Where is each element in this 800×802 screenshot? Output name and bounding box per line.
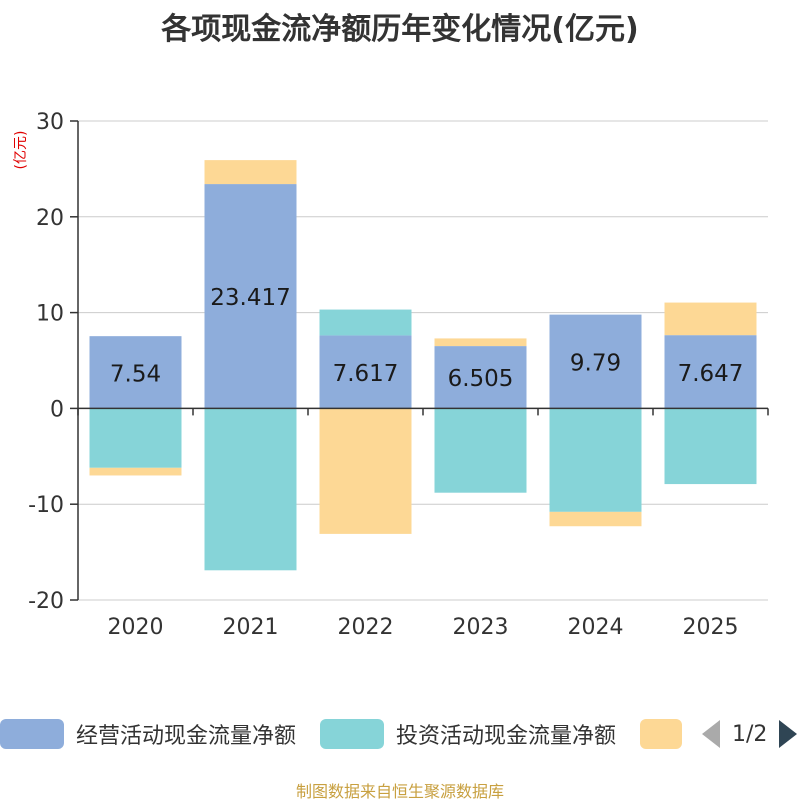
chart-area: 30 20 10 0 -10 -20 7.54 23.417 7.617 6.505 9.79 7.6…: [28, 110, 769, 640]
data-label-2020: 7.54: [110, 361, 161, 387]
legend-label-investing: 投资活动现金流量净额: [396, 724, 617, 749]
bar-operating-2020: [89, 336, 182, 409]
data-label-2021: 23.417: [210, 285, 290, 311]
legend-item-operating[interactable]: 经营活动现金流量净额: [0, 716, 296, 752]
y-tick-label: -10: [28, 493, 64, 518]
legend-label-operating: 经营活动现金流量净额: [76, 724, 297, 749]
data-label-2022: 7.617: [333, 361, 399, 387]
bar-operating-2023: [434, 346, 527, 409]
bar-operating-2021: [204, 184, 297, 409]
legend-pager: 1/2: [702, 716, 798, 752]
bar-investing-2022: [319, 309, 412, 336]
x-tick-label: 2025: [683, 615, 739, 640]
bar-operating-2024: [549, 314, 642, 409]
bar-financing-2025: [664, 302, 757, 336]
bar-financing-2020: [89, 467, 182, 476]
legend-swatch-financing: [640, 719, 682, 749]
bar-operating-2022: [319, 335, 412, 409]
data-label-2024: 9.79: [570, 351, 621, 377]
y-tick-label: -20: [28, 589, 64, 614]
bar-financing-2021: [204, 160, 297, 185]
y-tick-label: 10: [36, 302, 64, 327]
bar-investing-2023: [434, 408, 527, 493]
legend-next-page-icon[interactable]: [779, 720, 798, 748]
bar-financing-2022: [319, 408, 412, 534]
bar-financing-2024: [549, 511, 642, 527]
bar-financing-2023: [434, 338, 527, 347]
legend-swatch-operating: [0, 719, 64, 749]
y-tick-label: 20: [36, 206, 64, 231]
legend: 经营活动现金流量净额 投资活动现金流量净额: [0, 716, 800, 752]
y-tick-label: 30: [36, 110, 64, 135]
data-source-note: 制图数据来自恒生聚源数据库: [295, 782, 504, 801]
bar-investing-2024: [549, 408, 642, 512]
legend-swatch-investing: [320, 719, 384, 749]
x-tick-label: 2022: [338, 615, 394, 640]
legend-prev-page-icon[interactable]: [702, 720, 720, 748]
data-label-2025: 7.647: [678, 361, 744, 387]
bar-investing-2025: [664, 408, 757, 485]
legend-page-indicator: 1/2: [732, 721, 768, 747]
data-label-2023: 6.505: [448, 366, 514, 392]
chart-title: 各项现金流净额历年变化情况(亿元): [161, 12, 639, 47]
legend-item-financing[interactable]: [640, 716, 682, 752]
y-tick-label: 0: [50, 397, 64, 422]
legend-item-investing[interactable]: 投资活动现金流量净额: [320, 716, 616, 752]
x-tick-label: 2021: [223, 615, 279, 640]
x-tick-label: 2023: [453, 615, 509, 640]
bar-investing-2021: [204, 408, 297, 571]
bar-operating-2025: [664, 335, 757, 409]
bar-investing-2020: [89, 408, 182, 468]
x-tick-label: 2020: [108, 615, 164, 640]
x-tick-label: 2024: [568, 615, 624, 640]
